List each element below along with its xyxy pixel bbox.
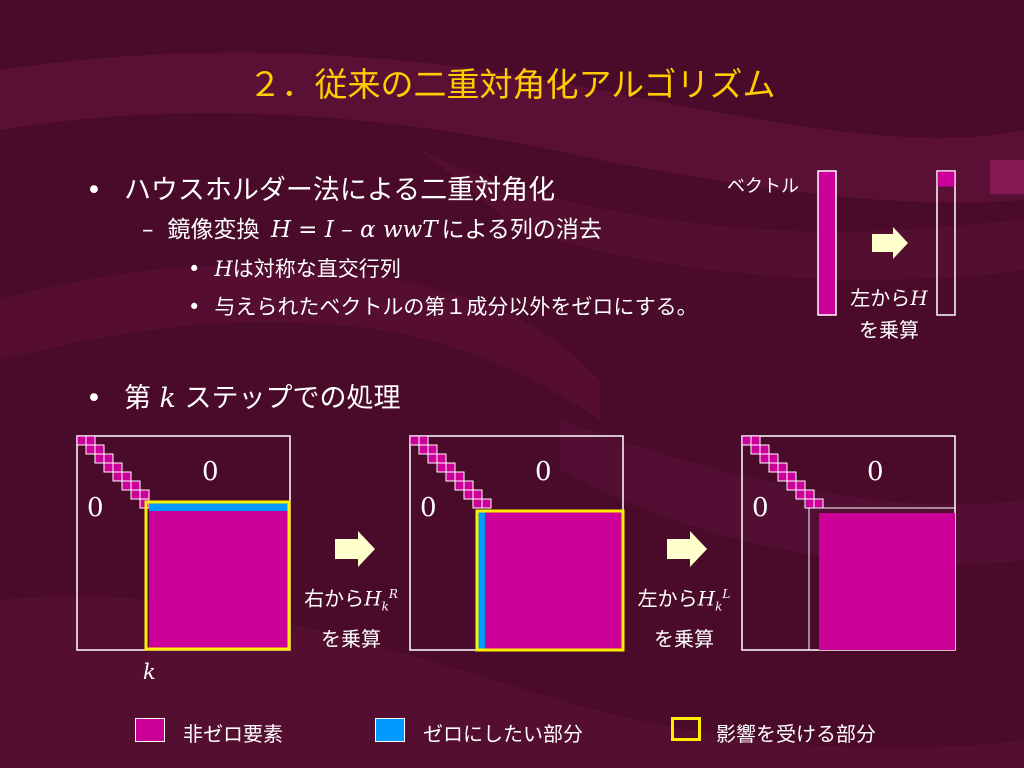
mult-left-text: 左から	[638, 587, 698, 611]
caption-left-line2: を乗算	[625, 623, 743, 655]
legend-label-nonzero: 非ゼロ要素	[183, 718, 283, 747]
mirror-formula: H = I – α wwT	[271, 217, 438, 243]
bullet-dot: •	[188, 295, 200, 319]
legend-label-affected: 影響を受ける部分	[716, 718, 876, 747]
bullet-householder-text: ハウスホルダー法による二重対角化	[124, 175, 555, 206]
k-axis-label: k	[143, 660, 156, 684]
caption-left-line1: 左からHkL	[625, 578, 743, 623]
legend-swatch-nonzero	[135, 718, 165, 742]
mirror-suffix: による列の消去	[442, 217, 602, 243]
caption-right-line2: を乗算	[292, 623, 410, 655]
matrix-step-3	[741, 435, 957, 653]
hk-subscript: k	[382, 600, 389, 614]
h-symmetric-text: は対称な直交行列	[233, 257, 401, 281]
hk-variable: H	[364, 587, 381, 611]
step-caption-right: 右からHkR を乗算	[292, 578, 410, 655]
bullet-step-k: • 第 k ステップでの処理	[86, 376, 401, 415]
zero-out-text: 与えられたベクトルの第１成分以外をゼロにする。	[214, 295, 697, 319]
hk-variable: H	[698, 587, 715, 611]
zero-upper-1: 0	[202, 457, 219, 487]
bullet-zero-out: • 与えられたベクトルの第１成分以外をゼロにする。	[188, 291, 698, 321]
matrix-step-2	[409, 435, 625, 653]
hk-subscript: k	[715, 600, 722, 614]
mult-h-variable: H	[910, 286, 927, 310]
zero-lower-3: 0	[752, 493, 769, 523]
arrow-right-icon	[871, 226, 909, 260]
bullet-dot: •	[188, 257, 200, 281]
mult-right-text: 右から	[304, 587, 364, 611]
vector-mult-line2: を乗算	[834, 314, 944, 346]
zero-upper-2: 0	[535, 457, 552, 487]
arrow-right-icon	[666, 530, 708, 568]
mult-left-text: 左から	[850, 286, 910, 310]
mirror-prefix: 鏡像変換	[168, 217, 260, 243]
slide-title: ２．従来の二重対角化アルゴリズム	[0, 58, 1024, 106]
step-k-variable: k	[160, 383, 176, 414]
arrow-right-icon	[334, 530, 376, 568]
caption-right-line1: 右からHkR	[292, 578, 410, 623]
hk-superscript-l: L	[722, 587, 730, 601]
bullet-mirror: – 鏡像変換 H = I – α wwT による列の消去	[142, 210, 602, 244]
zero-lower-1: 0	[87, 493, 104, 523]
legend-label-to-zero: ゼロにしたい部分	[423, 718, 583, 747]
vector-mult-line1: 左からH	[834, 282, 944, 314]
hk-superscript-r: R	[389, 587, 398, 601]
vector-label: ベクトル	[727, 172, 799, 198]
matrix-step-1	[76, 435, 292, 653]
h-variable: H	[214, 257, 232, 281]
step-suffix: ステップでの処理	[185, 383, 401, 414]
zero-lower-2: 0	[420, 493, 437, 523]
legend-swatch-to-zero	[375, 718, 405, 742]
bullet-dot: •	[86, 383, 102, 414]
dash-marker: –	[142, 217, 154, 243]
legend-swatch-affected	[671, 717, 701, 741]
zero-upper-3: 0	[867, 457, 884, 487]
step-prefix: 第	[124, 383, 151, 414]
vector-mult-caption: 左からH を乗算	[834, 282, 944, 346]
step-caption-left: 左からHkL を乗算	[625, 578, 743, 655]
bullet-dot: •	[86, 175, 102, 206]
bullet-h-symmetric: • Hは対称な直交行列	[188, 253, 401, 283]
bullet-householder: • ハウスホルダー法による二重対角化	[86, 168, 555, 207]
